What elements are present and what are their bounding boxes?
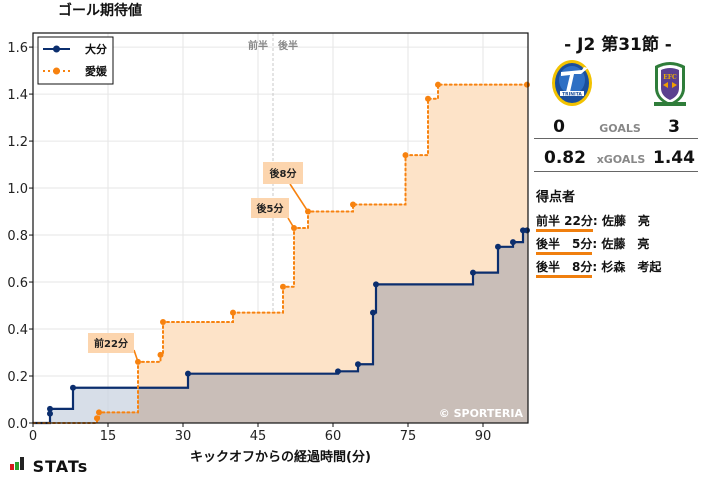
svg-text:© SPORTERIA: © SPORTERIA bbox=[439, 407, 524, 420]
scorer-name: : 佐藤 亮 bbox=[592, 237, 650, 251]
svg-text:キックオフからの経過時間(分): キックオフからの経過時間(分) bbox=[190, 449, 371, 465]
svg-text:0.4: 0.4 bbox=[7, 323, 28, 338]
svg-text:1.6: 1.6 bbox=[7, 41, 28, 56]
svg-text:45: 45 bbox=[250, 429, 267, 444]
svg-text:0.6: 0.6 bbox=[7, 276, 28, 291]
svg-text:0.2: 0.2 bbox=[7, 370, 28, 385]
ehime-fc-crest-icon: EFC bbox=[646, 58, 694, 106]
scorer-time: 後半 5分 bbox=[536, 235, 593, 255]
scorer-name: : 佐藤 亮 bbox=[592, 214, 650, 228]
svg-text:15: 15 bbox=[100, 429, 117, 444]
goals-label: GOALS bbox=[599, 122, 641, 135]
scorer-name: : 杉森 考起 bbox=[592, 260, 662, 274]
scorer-time: 前半 22分 bbox=[536, 212, 593, 232]
scorer-time: 後半 8分 bbox=[536, 258, 593, 278]
svg-text:90: 90 bbox=[475, 429, 492, 444]
svg-text:後半: 後半 bbox=[278, 39, 298, 52]
svg-text:1.4: 1.4 bbox=[7, 88, 28, 103]
divider bbox=[534, 138, 698, 139]
away-xgoals: 1.44 bbox=[653, 148, 695, 168]
svg-text:0.8: 0.8 bbox=[7, 229, 28, 244]
svg-text:後5分: 後5分 bbox=[257, 202, 284, 215]
svg-text:1.0: 1.0 bbox=[7, 182, 28, 197]
axes-frame bbox=[32, 32, 529, 424]
svg-text:後8分: 後8分 bbox=[270, 167, 297, 180]
goal-annotations: 前半 後半 © SPORTERIA 前22分 後5分 後8分 bbox=[88, 39, 523, 420]
svg-text:0.0: 0.0 bbox=[7, 417, 28, 432]
away-goals: 3 bbox=[668, 117, 680, 137]
svg-text:TRINITA: TRINITA bbox=[562, 92, 582, 98]
stats-logo: STATs bbox=[10, 457, 88, 476]
data-points bbox=[47, 81, 530, 422]
svg-text:60: 60 bbox=[325, 429, 342, 444]
series-lines bbox=[32, 83, 529, 425]
svg-text:前22分: 前22分 bbox=[94, 337, 128, 350]
svg-text:愛媛: 愛媛 bbox=[85, 64, 108, 78]
svg-text:1.2: 1.2 bbox=[7, 135, 28, 150]
oita-trinita-crest-icon: TRINITA bbox=[548, 58, 596, 106]
match-round-title: - J2 第31節 - bbox=[564, 35, 672, 55]
scorer-item: 後半 8分: 杉森 考起 bbox=[536, 258, 661, 278]
xgoals-label: xGOALS bbox=[596, 153, 646, 166]
scorer-item: 後半 5分: 佐藤 亮 bbox=[536, 235, 649, 255]
svg-text:30: 30 bbox=[175, 429, 192, 444]
scorer-item: 前半 22分: 佐藤 亮 bbox=[536, 212, 650, 232]
stats-logo-text: STATs bbox=[32, 457, 89, 476]
axis-ticks: 0 15 30 45 60 75 90 0.0 0.2 0.4 0.6 0.8 1.0 1.2 1.4 1.6… bbox=[7, 41, 491, 465]
xgoals-row: 0.82 xGOALS 1.44 bbox=[534, 148, 702, 170]
home-goals: 0 bbox=[553, 117, 565, 137]
svg-text:前半: 前半 bbox=[248, 39, 268, 52]
goals-row: 0 GOALS 3 bbox=[534, 117, 702, 139]
chart-title: ゴール期待値 bbox=[58, 3, 142, 19]
svg-text:75: 75 bbox=[400, 429, 417, 444]
area-fills bbox=[33, 84, 528, 424]
svg-text:大分: 大分 bbox=[85, 42, 107, 56]
bar-chart-icon bbox=[10, 457, 26, 473]
home-xgoals: 0.82 bbox=[544, 148, 586, 168]
divider bbox=[534, 171, 698, 172]
scorers-title: 得点者 bbox=[536, 190, 576, 205]
svg-text:0: 0 bbox=[29, 429, 37, 444]
svg-text:EFC: EFC bbox=[663, 74, 677, 81]
